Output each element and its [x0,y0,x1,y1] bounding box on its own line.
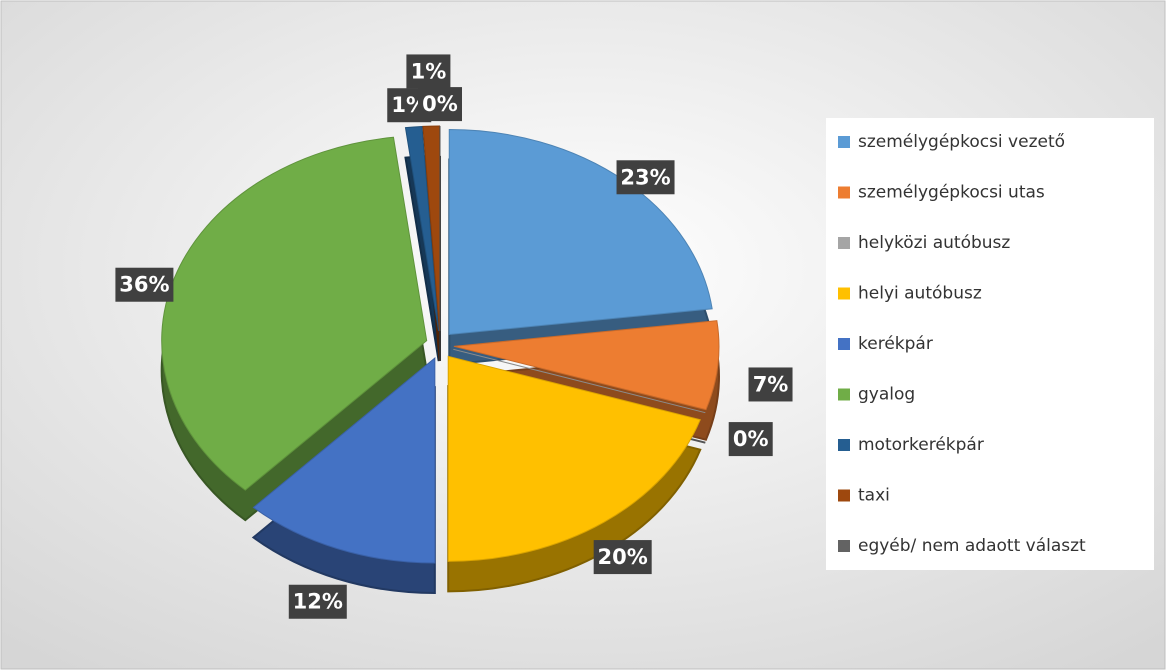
data-label-box [728,422,773,457]
data-label: 23% [620,165,670,189]
legend-swatch [838,237,850,249]
data-label-box [616,160,675,195]
data-label: 0% [422,92,458,116]
data-label: 7% [753,372,789,396]
data-label-box [418,87,462,122]
legend-swatch [838,338,850,350]
legend-label: személygépkocsi utas [858,183,1045,203]
legend-swatch [838,287,850,300]
slice [447,355,701,562]
legend-label: kerékpár [858,334,933,354]
legend-label: gyalog [858,385,915,405]
slice [161,136,428,491]
legend-label: helyi autóbusz [858,284,982,304]
data-label: 1% [411,59,447,83]
data-label: 0% [733,427,769,451]
data-label: 12% [293,590,343,614]
slice [404,125,440,332]
slice [453,320,720,411]
legend-swatch [838,540,850,552]
legend-box [826,118,1154,570]
legend-label: helyközi autóbusz [858,233,1010,253]
legend-swatch [838,388,850,401]
legend-swatch [838,439,850,451]
legend-swatch [838,136,850,148]
legend-swatch [838,186,850,199]
data-label-box [748,367,793,402]
legend-swatch [838,489,850,502]
slice [252,356,436,564]
data-label-box [406,54,451,89]
legend-label: taxi [858,486,890,506]
legend-label: személygépkocsi vezető [858,132,1065,152]
data-label-box [115,267,174,302]
data-label: 36% [119,273,169,297]
legend-label: motorkerékpár [858,435,984,455]
data-label: 20% [598,545,648,569]
data-label-box [593,540,652,575]
legend-label: egyéb/ nem adaott választ [858,536,1086,556]
data-label-box [288,584,347,619]
